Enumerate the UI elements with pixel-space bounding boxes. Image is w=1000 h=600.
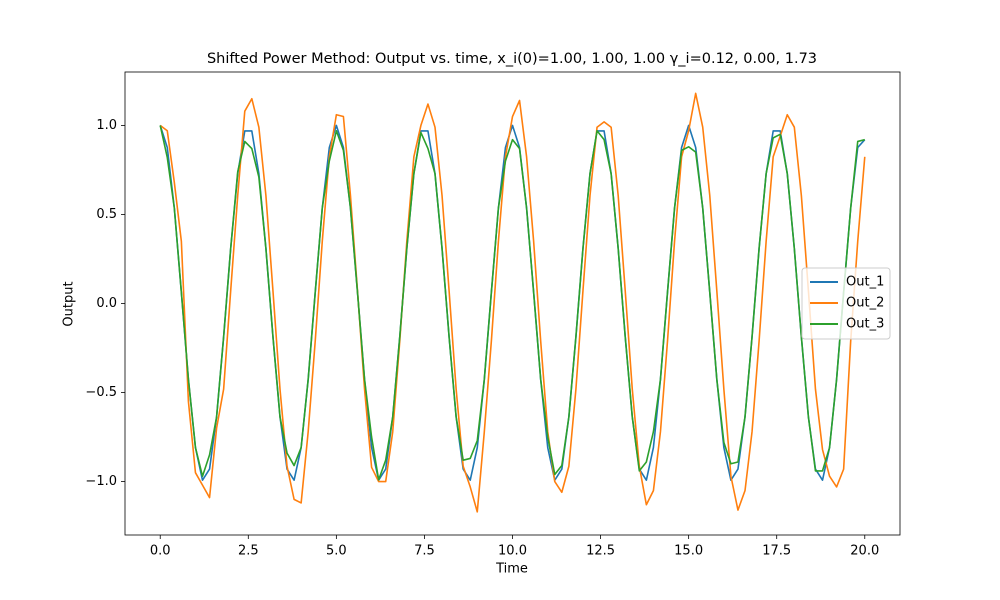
line-series <box>159 92 866 513</box>
chart-title: Shifted Power Method: Output vs. time, x… <box>207 51 817 67</box>
line-series <box>159 124 866 481</box>
legend-label: Out_1 <box>846 275 884 290</box>
x-tick-label: 12.5 <box>586 544 615 559</box>
x-tick-label: 7.5 <box>414 544 435 559</box>
x-tick-label: 5.0 <box>326 544 347 559</box>
x-axis-label: Time <box>495 562 528 577</box>
y-tick-label: 1.0 <box>96 118 117 133</box>
x-tick-label: 0.0 <box>150 544 171 559</box>
y-tick-label: −0.5 <box>85 385 117 400</box>
y-tick-label: 0.5 <box>96 207 117 222</box>
legend-label: Out_3 <box>846 317 884 332</box>
y-tick-label: −1.0 <box>85 474 117 489</box>
line-series <box>159 125 865 481</box>
x-tick-label: 20.0 <box>850 544 879 559</box>
y-axis-label: Output <box>62 281 77 326</box>
x-tick-label: 17.5 <box>762 544 791 559</box>
legend-box <box>801 267 891 340</box>
axes-frame <box>124 71 901 536</box>
x-tick-label: 2.5 <box>238 544 259 559</box>
x-tick-label: 10.0 <box>498 544 527 559</box>
x-tick-label: 15.0 <box>674 544 703 559</box>
legend-label: Out_2 <box>846 296 884 311</box>
y-tick-label: 0.0 <box>96 296 117 311</box>
